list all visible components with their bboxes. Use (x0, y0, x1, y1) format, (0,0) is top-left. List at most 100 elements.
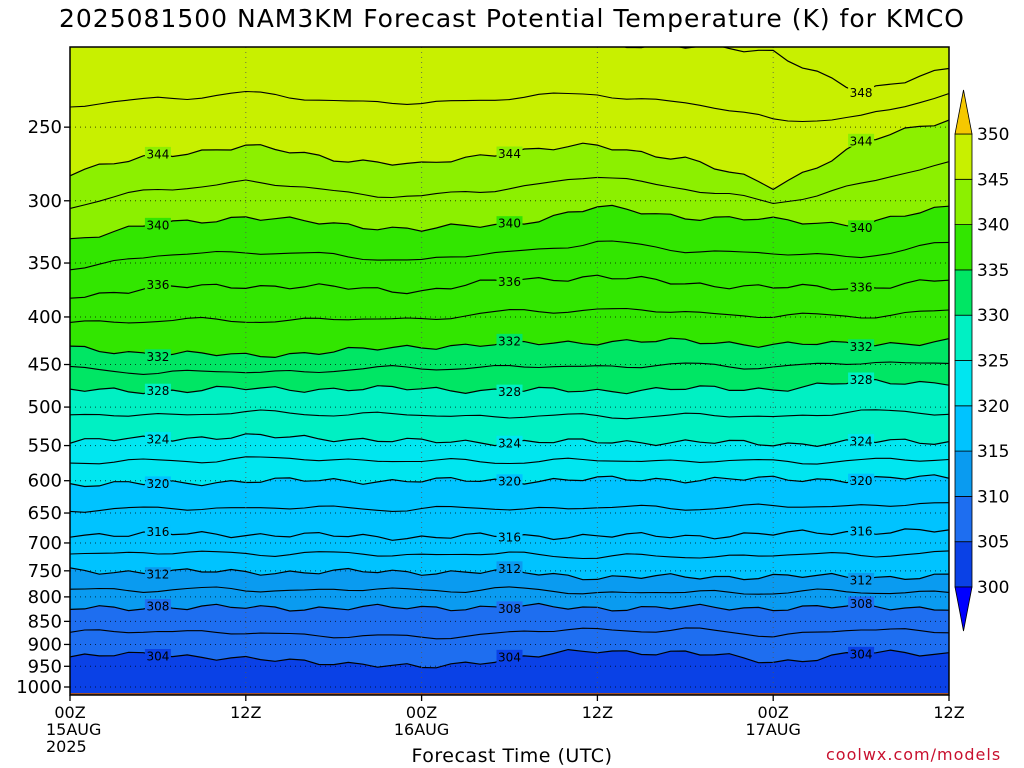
colorbar-tick-label: 325 (977, 352, 1009, 372)
x-tick-label: 12Z (582, 703, 613, 722)
contour-label-bg (496, 216, 523, 230)
y-tick-label: 300 (28, 191, 62, 212)
colorbar-extend-min (954, 586, 973, 632)
contour-label-bg (496, 47, 523, 49)
contour-label-bg (496, 333, 523, 347)
contour-label-bg (496, 649, 523, 663)
contour-label-bg (848, 133, 875, 147)
contour-label-bg (848, 596, 875, 610)
contour-label: 344 (498, 147, 521, 161)
contour-label: 340 (850, 221, 873, 235)
contour-label: 348 (850, 86, 873, 100)
contour-label-bg (144, 277, 171, 291)
y-tick-label: 600 (28, 471, 62, 492)
contour-label: 316 (850, 525, 873, 539)
colorbar-tick-label: 335 (977, 261, 1009, 281)
colorbar: 300 305 310 315 320 325 330 335 340 345 350 (954, 89, 1009, 632)
x-tick-label: 17AUG (745, 720, 800, 739)
colorbar-segment (954, 314, 973, 361)
contour-label: 348 (498, 36, 521, 50)
contour-label: 328 (850, 373, 873, 387)
band-fill (70, 649, 949, 695)
contour-label: 320 (850, 474, 873, 488)
colorbar-tick-label: 345 (977, 170, 1009, 190)
colorbar-tick-label: 315 (977, 442, 1009, 462)
colorbar-segment (954, 495, 973, 543)
x-tick-label: 2025 (46, 737, 87, 756)
contour-line (70, 627, 949, 640)
colorbar-tick-label: 340 (977, 216, 1009, 236)
contour-label-bg (848, 572, 875, 586)
colorbar-extend-max (954, 89, 973, 135)
contour-label-bg (848, 339, 875, 353)
contour-label: 308 (498, 602, 521, 616)
contour-label: 304 (850, 647, 873, 661)
contour-label: 324 (850, 435, 873, 449)
contour-label: 316 (498, 531, 521, 545)
contour-label: 328 (498, 385, 521, 399)
contour-line (70, 161, 949, 210)
contour-label-bg (848, 434, 875, 448)
colorbar-tick-label: 305 (977, 533, 1009, 553)
colorbar-segment (954, 133, 973, 180)
contour-label-bg (848, 524, 875, 538)
y-tick-label: 350 (28, 253, 62, 274)
contour-label: 348 (146, 36, 169, 50)
contour-label: 308 (850, 597, 873, 611)
contour-label-bg (848, 646, 875, 660)
colorbar-tick-label: 320 (977, 397, 1009, 417)
contour-label-bg (144, 383, 171, 397)
y-tick-label: 850 (28, 611, 62, 632)
ground-layer (70, 693, 949, 695)
contour-label-bg (496, 274, 523, 288)
contour-line (70, 90, 949, 123)
colorbar-tick-label: 350 (977, 125, 1009, 145)
colorbar-tick-label: 330 (977, 306, 1009, 326)
contour-label-bg (144, 599, 171, 613)
contour-label-bg (848, 85, 875, 99)
contour-label: 340 (498, 217, 521, 231)
colorbar-segment (954, 269, 973, 316)
y-tick-label: 550 (28, 436, 62, 457)
contour-label-bg (144, 349, 171, 363)
x-tick-label: 00Z (54, 703, 85, 722)
y-tick-label: 450 (28, 355, 62, 376)
contour-label: 332 (146, 350, 169, 364)
x-tick-label: 00Z (758, 703, 789, 722)
contour-label: 324 (146, 433, 169, 447)
contour-label: 320 (498, 475, 521, 489)
contour-label: 312 (850, 573, 873, 587)
y-tick-label: 400 (28, 307, 62, 328)
contour-label-bg (496, 530, 523, 544)
credit-text: coolwx.com/models (826, 745, 1002, 764)
contour-line (70, 361, 949, 375)
contour-line (70, 307, 949, 324)
contour-label: 336 (498, 275, 521, 289)
x-tick-label: 15AUG (46, 720, 101, 739)
y-tick-label: 800 (28, 587, 62, 608)
x-tick-label: 12Z (230, 703, 261, 722)
y-tick-label: 700 (28, 533, 62, 554)
contour-label-bg (144, 476, 171, 490)
contour-label: 324 (498, 436, 521, 450)
contour-label: 304 (146, 650, 169, 664)
colorbar-segment (954, 405, 973, 452)
contour-label-bg (848, 279, 875, 293)
y-tick-label: 750 (28, 561, 62, 582)
contour-label: 316 (146, 525, 169, 539)
y-tick-label: 250 (28, 117, 62, 138)
contour-label-bg (144, 432, 171, 446)
contour-label: 304 (498, 650, 521, 664)
plot-frame (69, 46, 950, 696)
contour-label-bg (144, 649, 171, 663)
contour-line (70, 550, 949, 560)
ground-fill (70, 693, 949, 695)
contour-label: 312 (498, 562, 521, 576)
y-tick-label: 500 (28, 397, 62, 418)
y-tick-label: 650 (28, 503, 62, 524)
y-tick-label: 950 (28, 656, 62, 677)
contour-label: 336 (850, 280, 873, 294)
contour-label-bg (144, 217, 171, 231)
contour-label: 336 (146, 278, 169, 292)
